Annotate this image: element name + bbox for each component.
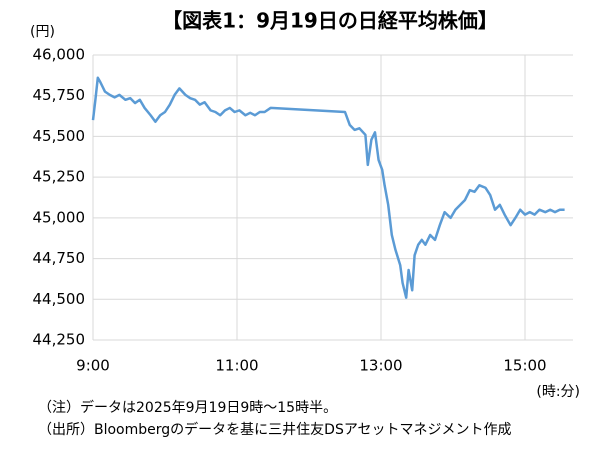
x-tick-label: 13:00 bbox=[359, 357, 402, 375]
y-tick-label: 44,750 bbox=[33, 249, 86, 267]
y-tick-label: 46,000 bbox=[33, 46, 86, 64]
data-line bbox=[91, 76, 565, 299]
x-label: (時:分) bbox=[536, 384, 580, 400]
x-tick-label: 15:00 bbox=[503, 357, 546, 375]
y-tick-label: 45,000 bbox=[33, 208, 86, 226]
y-tick-label: 45,750 bbox=[33, 86, 86, 104]
y-tick-label: 45,250 bbox=[33, 168, 86, 186]
y-tick-label: 45,500 bbox=[33, 127, 86, 145]
x-tick-label: 9:00 bbox=[76, 357, 110, 375]
note: （出所）Bloombergのデータを基に三井住友DSアセットマネジメント作成 bbox=[38, 421, 512, 438]
note: （注）データは2025年9月19日9時～15時半。 bbox=[38, 399, 337, 416]
y-unit: (円) bbox=[30, 24, 55, 40]
x-tick-label: 11:00 bbox=[215, 357, 258, 375]
y-tick-label: 44,250 bbox=[33, 331, 86, 349]
chart-title: 【図表1：9月19日の日経平均株価】 bbox=[162, 9, 498, 33]
y-tick-label: 44,500 bbox=[33, 290, 86, 308]
